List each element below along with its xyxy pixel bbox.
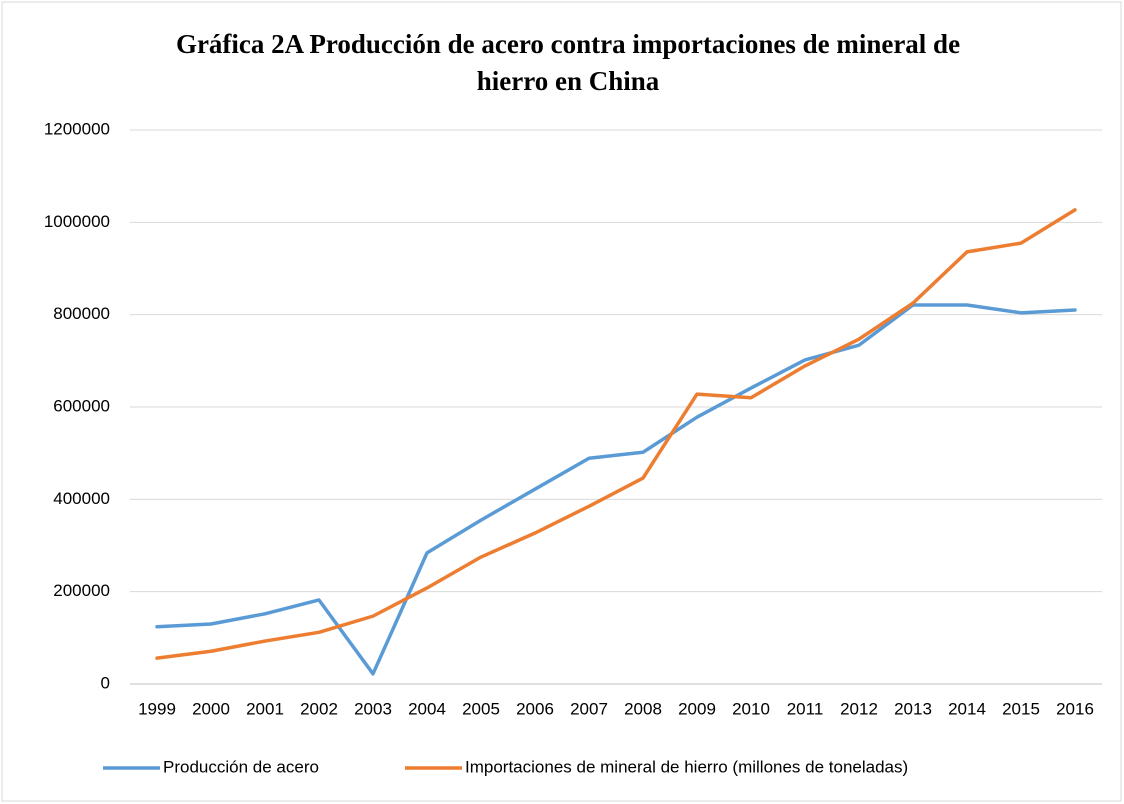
data-line xyxy=(155,303,1077,676)
x-tick-label: 2007 xyxy=(570,699,608,718)
data-line xyxy=(155,208,1077,660)
x-tick-label: 2011 xyxy=(787,699,824,718)
x-tick-label: 2005 xyxy=(462,699,500,718)
x-tick-label: 2015 xyxy=(1002,699,1040,718)
chart-title: Gráfica 2A Producción de acero contra im… xyxy=(175,29,961,96)
x-tick-label: 2010 xyxy=(732,699,770,718)
x-tick-label: 2004 xyxy=(408,699,446,718)
x-tick-label: 2008 xyxy=(624,699,662,718)
x-tick-label: 1999 xyxy=(138,699,176,718)
y-tick-label: 200000 xyxy=(53,581,110,600)
x-tick-label: 2000 xyxy=(192,699,230,718)
legend-label: Producción de acero xyxy=(163,757,319,776)
x-tick-label: 2016 xyxy=(1056,699,1094,718)
x-tick-label: 2014 xyxy=(948,699,986,718)
y-tick-label: 1200000 xyxy=(44,119,110,138)
x-tick-label: 2012 xyxy=(840,699,878,718)
y-tick-label: 1000000 xyxy=(44,212,110,231)
legend-label: Importaciones de mineral de hierro (mill… xyxy=(465,757,908,776)
y-tick-label: 600000 xyxy=(53,396,110,415)
y-tick-label: 0 xyxy=(101,673,110,692)
x-tick-label: 2013 xyxy=(894,699,932,718)
y-tick-label: 800000 xyxy=(53,304,110,323)
x-tick-label: 2003 xyxy=(354,699,392,718)
x-tick-label: 2006 xyxy=(516,699,554,718)
x-tick-label: 2009 xyxy=(678,699,716,718)
x-tick-label: 2001 xyxy=(246,699,284,718)
x-tick-label: 2002 xyxy=(300,699,338,718)
y-tick-label: 400000 xyxy=(53,489,110,508)
